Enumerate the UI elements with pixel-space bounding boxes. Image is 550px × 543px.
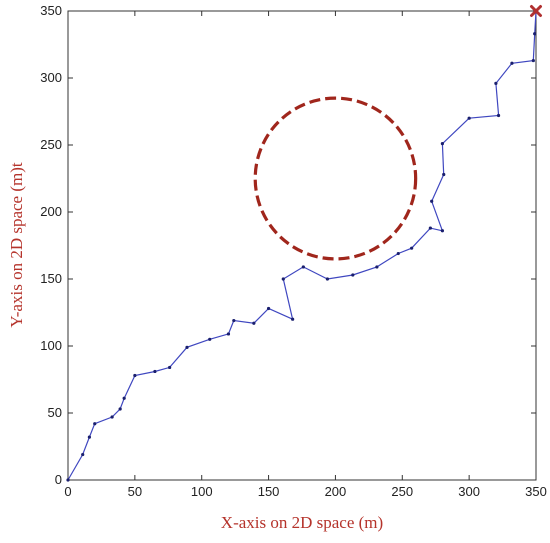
path-point [252,321,256,325]
path-point [133,373,137,378]
path-point [208,337,212,341]
path-line [67,10,537,481]
y-tick-label: 350 [40,3,62,18]
goal-marker [530,5,542,17]
path-point [110,415,114,419]
path-point [533,32,537,36]
path-point [375,265,379,269]
y-axis-ticks: 0 50 100 150 200 250 300 350 [40,3,536,487]
y-tick-label: 50 [48,405,62,420]
path-point [301,265,305,269]
path-layer [66,9,538,482]
path-point [467,116,471,120]
obstacle-layer [253,96,418,261]
x-axis-ticks: 0 50 100 150 200 250 300 350 [64,11,547,499]
goal-layer [530,5,542,17]
x-tick-label: 200 [325,484,347,499]
y-tick-label: 150 [40,271,62,286]
path-point [266,306,271,311]
y-tick-label: 250 [40,137,62,152]
path-point [440,142,444,146]
x-tick-label: 50 [128,484,142,499]
plot-area [67,10,537,481]
x-tick-label: 150 [258,484,280,499]
path-point [410,246,414,250]
path-point [351,273,355,277]
y-tick-label: 0 [55,472,62,487]
path-point [442,172,446,177]
x-axis-title: X-axis on 2D space (m) [221,513,383,532]
path-point [168,365,172,370]
path-point [396,251,400,256]
x-tick-label: 100 [191,484,213,499]
path-point [440,229,444,233]
path-point [510,61,514,65]
x-tick-label: 0 [64,484,71,499]
path-point [281,277,285,281]
path-point [428,226,432,230]
path-point [226,332,231,336]
y-axis-title: Y-axis on 2D space (m)t [7,162,26,328]
path-point [153,369,157,374]
y-tick-label: 200 [40,204,62,219]
path-point [496,113,501,118]
path-point [325,277,330,281]
path-point [93,422,97,426]
y-tick-label: 300 [40,70,62,85]
goal-marker-stroke [530,5,542,17]
path-point [118,407,122,411]
path-point [87,435,91,439]
path-point [531,58,535,63]
path-point [494,81,498,85]
x-tick-label: 350 [525,484,547,499]
x-tick-label: 250 [391,484,413,499]
path-point [232,318,236,323]
path-point [66,478,70,482]
path-point [430,199,434,203]
x-tick-label: 300 [458,484,480,499]
y-tick-label: 100 [40,338,62,353]
obstacle-circle [253,96,418,261]
path-point [291,317,295,321]
path-point [122,396,126,400]
path-point [185,345,189,349]
path-point [81,452,85,457]
